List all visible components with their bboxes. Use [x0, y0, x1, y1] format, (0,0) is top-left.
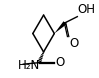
- Text: H₂N: H₂N: [18, 59, 40, 72]
- Text: OH: OH: [78, 3, 96, 16]
- Text: O: O: [55, 56, 64, 69]
- Text: O: O: [69, 37, 78, 50]
- Polygon shape: [54, 21, 67, 34]
